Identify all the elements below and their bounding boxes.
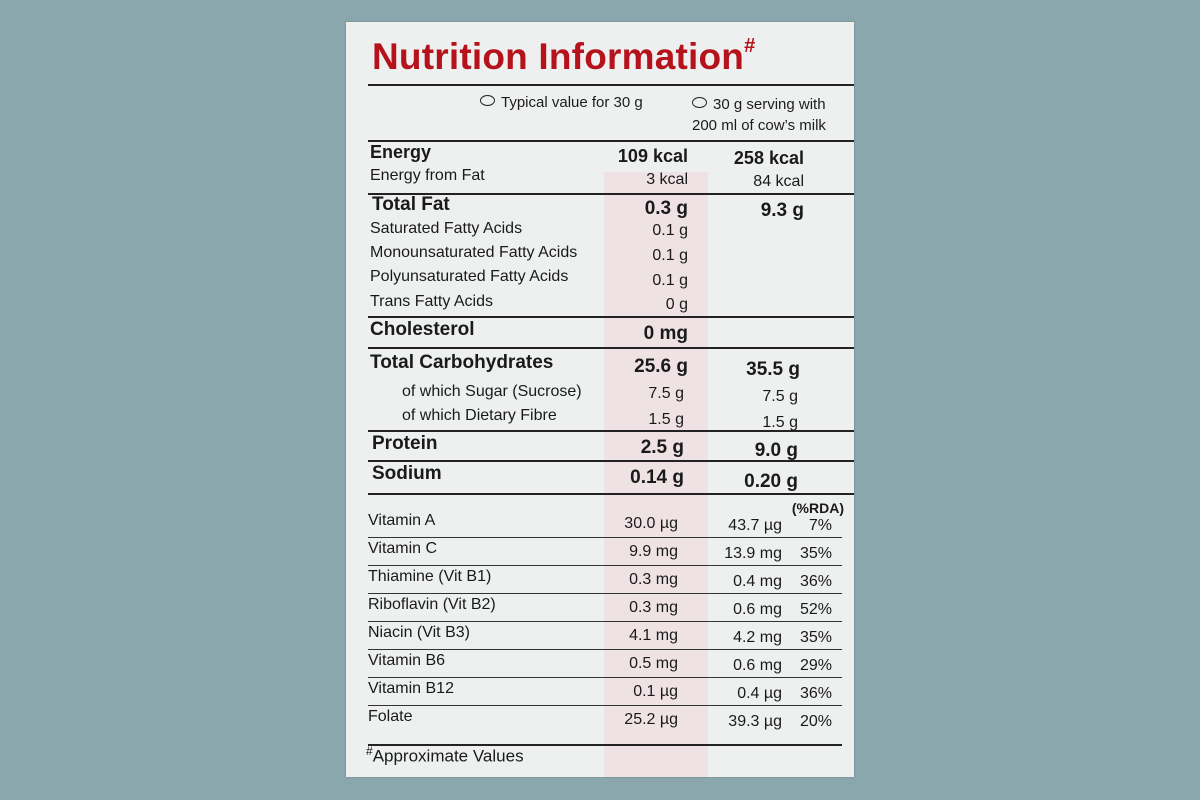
divider [368,621,842,622]
nutrition-label: Nutrition Information# Typical value for… [346,22,854,777]
vitamin-value-col2: 4.2 mg [733,629,782,646]
value-col2: 0.20 g [744,471,798,492]
divider [368,493,854,495]
vitamin-value-col1: 0.3 mg [629,571,678,588]
legend-col1: Typical value for 30 g [480,92,643,113]
row-label: Total Carbohydrates [370,352,554,373]
divider [368,593,842,594]
vitamin-label: Riboflavin (Vit B2) [368,596,496,613]
vitamin-value-col1: 0.3 mg [629,599,678,616]
vitamin-value-col2: 0.4 µg [737,685,782,702]
value-col1: 0.14 g [630,467,684,488]
row-label: Energy [370,142,432,162]
vitamin-value-col1: 4.1 mg [629,627,678,644]
vitamin-label: Vitamin C [368,540,438,557]
row-label: Cholesterol [370,319,475,340]
divider [368,430,854,432]
column-tint [604,172,708,777]
value-col1: 7.5 g [648,385,684,402]
vitamin-value-col1: 0.5 mg [629,655,678,672]
vitamin-value-col2: 0.6 mg [733,601,782,618]
vitamin-rda: 7% [808,517,832,534]
vitamin-rda: 29% [799,657,832,674]
vitamin-value-col2: 0.6 mg [733,657,782,674]
vitamin-rda: 20% [799,713,832,730]
value-col1: 25.6 g [634,356,688,377]
row-label: Total Fat [372,194,450,215]
row-label: of which Sugar (Sucrose) [402,383,582,400]
divider [368,565,842,566]
row-label: Saturated Fatty Acids [370,220,523,237]
oval-icon [692,97,707,108]
vitamin-rda: 35% [799,629,832,646]
value-col2: 7.5 g [762,388,798,405]
vitamin-label: Vitamin B6 [368,652,446,669]
divider [368,705,842,706]
divider [368,744,842,746]
value-col1: 0 g [665,296,688,313]
divider [368,649,842,650]
divider [368,84,854,86]
row-label: of which Dietary Fibre [402,407,557,424]
divider [368,537,842,538]
page-title: Nutrition Information# [372,34,756,77]
vitamin-value-col2: 0.4 mg [733,573,782,590]
footnote: #Approximate Values [366,744,524,766]
vitamin-rda: 35% [799,545,832,562]
vitamin-value-col2: 43.7 µg [728,517,782,534]
vitamin-value-col1: 9.9 mg [629,543,678,560]
divider [368,316,854,318]
vitamin-label: Thiamine (Vit B1) [368,568,492,585]
legend-col2: 30 g serving with 200 ml of cow’s milk [692,96,826,134]
value-col2: 9.0 g [754,440,798,461]
vitamin-rda: 36% [799,573,832,590]
row-label: Protein [372,433,438,454]
vitamin-value-col1: 0.1 µg [633,683,678,700]
row-label: Trans Fatty Acids [370,293,493,310]
divider [368,677,842,678]
value-col1: 3 kcal [646,171,688,188]
value-col1: 109 kcal [617,146,688,166]
value-col1: 2.5 g [640,437,684,458]
divider [368,460,854,462]
row-label: Polyunsaturated Fatty Acids [370,268,569,285]
value-col1: 0.3 g [644,198,688,219]
divider [368,347,854,349]
vitamin-value-col1: 30.0 µg [624,515,678,532]
vitamin-label: Folate [368,708,413,725]
row-label: Sodium [372,463,442,484]
row-label: Monounsaturated Fatty Acids [370,244,578,261]
value-col2: 1.5 g [762,414,798,431]
footnote-mark: # [366,744,373,758]
rda-header: (%RDA) [791,500,844,516]
vitamin-value-col2: 39.3 µg [728,713,782,730]
vitamin-value-col1: 25.2 µg [624,711,678,728]
title-footnote-mark: # [744,34,756,57]
vitamin-value-col2: 13.9 mg [724,545,782,562]
value-col2: 9.3 g [760,200,804,221]
divider [368,193,854,195]
vitamin-rda: 36% [799,685,832,702]
value-col1: 0.1 g [652,222,688,239]
value-col2: 35.5 g [746,359,800,380]
vitamin-label: Vitamin A [368,512,436,529]
oval-icon [480,95,495,106]
value-col1: 0.1 g [652,247,688,264]
vitamin-label: Vitamin B12 [368,680,454,697]
value-col1: 0.1 g [652,272,688,289]
value-col1: 0 mg [643,323,688,344]
value-col2: 84 kcal [753,173,804,190]
vitamin-label: Niacin (Vit B3) [368,624,470,641]
divider [368,140,854,142]
row-label: Energy from Fat [370,167,485,184]
value-col1: 1.5 g [648,411,684,428]
value-col2: 258 kcal [733,148,804,168]
vitamin-rda: 52% [799,601,832,618]
